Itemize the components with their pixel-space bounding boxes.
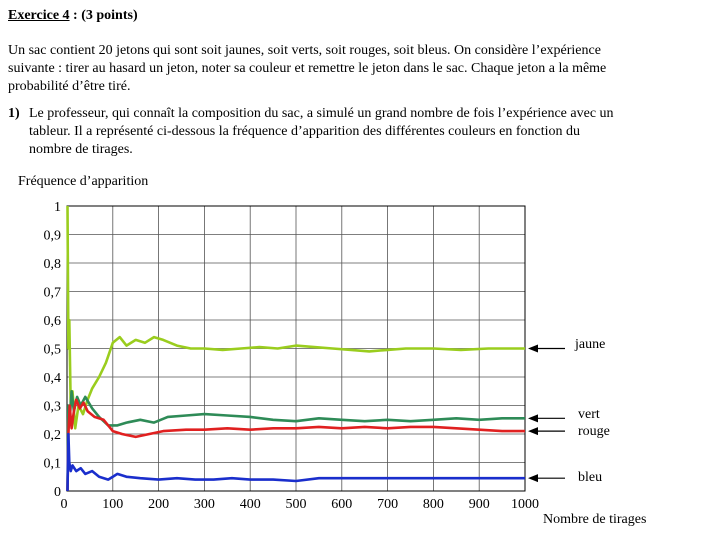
x-tick-label: 1000 (511, 497, 539, 512)
y-tick-label: 0,1 (44, 457, 62, 472)
y-tick-label: 1 (54, 200, 61, 215)
y-tick-label: 0,5 (44, 343, 62, 358)
x-tick-label: 0 (61, 497, 68, 512)
legend-label-jaune: jaune (574, 337, 605, 352)
y-tick-label: 0,7 (44, 286, 62, 301)
x-tick-label: 900 (469, 497, 490, 512)
intro-line-2: suivante : tirer au hasard un jeton, not… (8, 61, 607, 76)
x-tick-label: 400 (240, 497, 261, 512)
question-line-1: Le professeur, qui connaît la compositio… (29, 106, 614, 121)
question-line-2: tableur. Il a représenté ci-dessous la f… (29, 124, 580, 139)
exercise-title-points: : (3 points) (69, 8, 138, 23)
x-tick-label: 100 (102, 497, 123, 512)
legend-label-bleu: bleu (578, 470, 602, 485)
x-tick-label: 200 (148, 497, 169, 512)
legend-arrow-head (528, 414, 538, 423)
x-tick-label: 300 (194, 497, 215, 512)
series-line-rouge (66, 398, 525, 492)
question-line-3: nombre de tirages. (29, 142, 133, 157)
x-tick-label: 500 (286, 497, 307, 512)
legend-arrow-head (528, 344, 538, 353)
legend-label-vert: vert (578, 407, 600, 422)
legend-arrow-head (528, 427, 538, 436)
series-line-bleu (66, 432, 525, 492)
y-tick-label: 0,3 (44, 400, 62, 415)
x-tick-label: 700 (377, 497, 398, 512)
question-number: 1) (8, 106, 20, 121)
y-tick-label: 0,8 (44, 257, 62, 272)
legend-label-rouge: rouge (578, 424, 610, 439)
y-tick-label: 0,6 (44, 314, 62, 329)
y-tick-label: 0 (54, 485, 61, 500)
x-tick-label: 600 (331, 497, 352, 512)
series-line-vert (66, 390, 525, 492)
y-tick-label: 0,4 (44, 371, 62, 386)
intro-line-3: probabilité d’être tiré. (8, 79, 131, 94)
chart-y-axis-label: Fréquence d’apparition (18, 174, 149, 189)
intro-line-1: Un sac contient 20 jetons qui sont soit … (8, 43, 601, 58)
legend-arrow-head (528, 474, 538, 483)
x-tick-label: 800 (423, 497, 444, 512)
exercise-title: Exercice 4 : (3 points) (8, 8, 138, 24)
exercise-title-number: Exercice 4 (8, 8, 70, 23)
chart-x-axis-label: Nombre de tirages (543, 512, 647, 527)
y-tick-label: 0,2 (44, 428, 62, 443)
y-tick-label: 0,9 (44, 229, 62, 244)
